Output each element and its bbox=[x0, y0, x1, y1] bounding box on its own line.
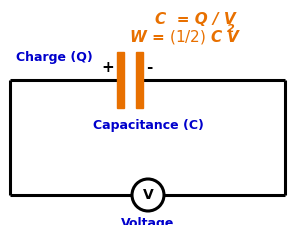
Text: 2: 2 bbox=[227, 24, 235, 34]
Bar bbox=[136, 52, 143, 108]
Circle shape bbox=[132, 179, 164, 211]
Text: Charge (Q): Charge (Q) bbox=[16, 50, 93, 63]
Text: +: + bbox=[101, 60, 114, 75]
Text: Voltage: Voltage bbox=[121, 217, 175, 225]
Text: V: V bbox=[142, 188, 153, 202]
Text: -: - bbox=[146, 60, 152, 75]
Bar bbox=[117, 52, 124, 108]
Text: W = $(1/2)$ C V: W = $(1/2)$ C V bbox=[129, 28, 242, 46]
Text: C  = Q / V: C = Q / V bbox=[155, 13, 235, 27]
Text: Capacitance (C): Capacitance (C) bbox=[93, 119, 203, 131]
